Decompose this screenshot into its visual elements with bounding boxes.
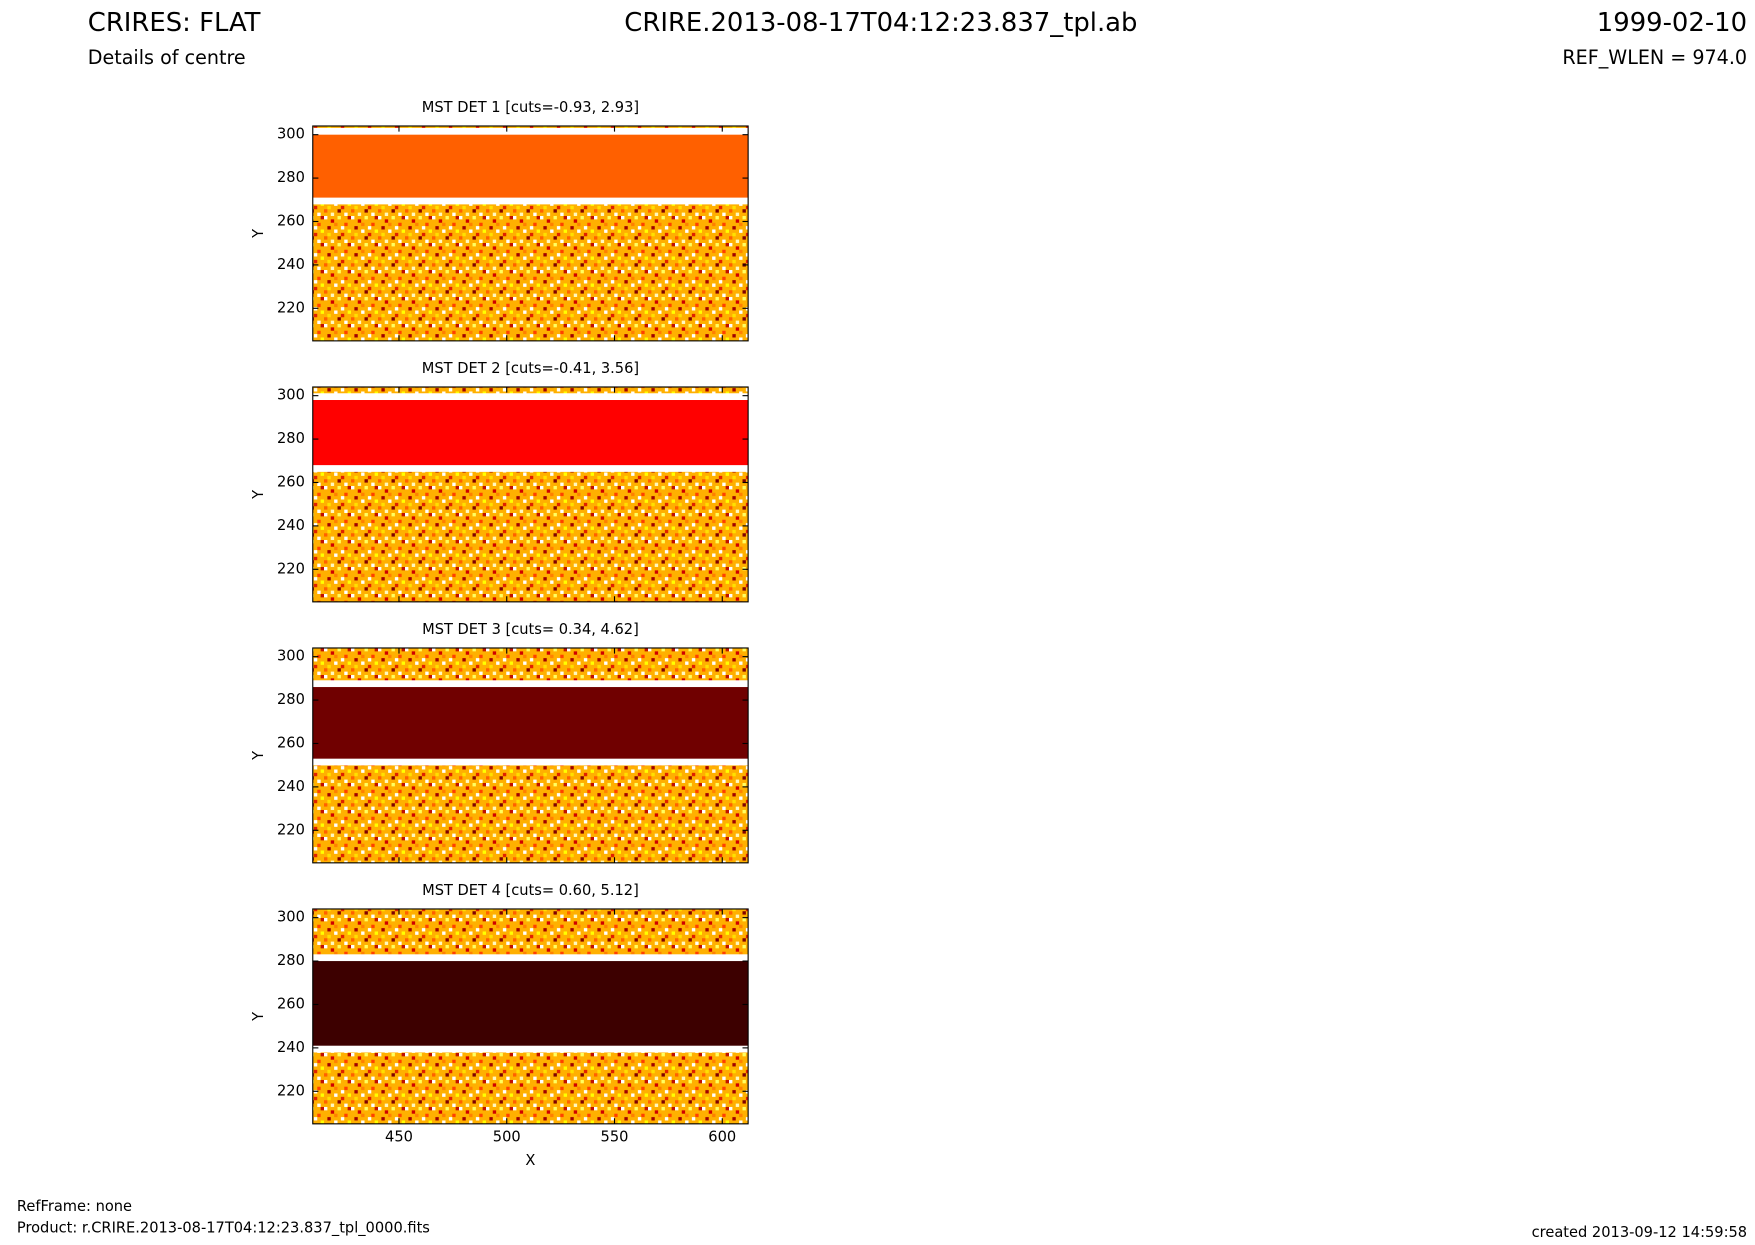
y-tick-label: 300 <box>277 126 305 143</box>
y-tick-label: 240 <box>277 256 305 273</box>
product: Product: r.CRIRE.2013-08-17T04:12:23.837… <box>17 1219 430 1236</box>
x-tick-label: 500 <box>493 1128 521 1145</box>
y-tick-label: 280 <box>277 169 305 186</box>
x-tick-label: 600 <box>708 1128 736 1145</box>
y-label: Y <box>250 751 267 761</box>
y-tick-label: 300 <box>277 909 305 926</box>
y-tick-label: 240 <box>277 778 305 795</box>
band <box>312 400 749 466</box>
band <box>312 687 749 759</box>
subtitle: Details of centre <box>88 46 246 69</box>
frame <box>312 386 749 603</box>
frame <box>312 125 749 342</box>
refframe: RefFrame: none <box>17 1198 132 1215</box>
band <box>312 961 749 1046</box>
file-name: CRIRE.2013-08-17T04:12:23.837_tpl.ab <box>624 8 1137 38</box>
panel-title: MST DET 4 [cuts= 0.60, 5.12] <box>422 882 639 899</box>
x-label: X <box>525 1152 535 1169</box>
panel-title: MST DET 2 [cuts=-0.41, 3.56] <box>422 360 639 377</box>
y-label: Y <box>250 490 267 500</box>
y-tick-label: 220 <box>277 560 305 577</box>
y-tick-label: 260 <box>277 995 305 1012</box>
frame <box>312 647 749 864</box>
y-label: Y <box>250 229 267 239</box>
y-tick-label: 280 <box>277 691 305 708</box>
y-tick-label: 300 <box>277 387 305 404</box>
y-tick-label: 220 <box>277 821 305 838</box>
y-tick-label: 280 <box>277 952 305 969</box>
panel-title: MST DET 1 [cuts=-0.93, 2.93] <box>422 99 639 116</box>
x-tick-label: 550 <box>601 1128 629 1145</box>
y-tick-label: 260 <box>277 473 305 490</box>
date: 1999-02-10 <box>1597 8 1747 38</box>
ref-wlen: REF_WLEN = 974.0 <box>1562 46 1747 69</box>
panel-title: MST DET 3 [cuts= 0.34, 4.62] <box>422 621 639 638</box>
y-tick-label: 260 <box>277 212 305 229</box>
y-tick-label: 220 <box>277 299 305 316</box>
y-tick-label: 240 <box>277 517 305 534</box>
frame <box>312 908 749 1125</box>
y-label: Y <box>250 1012 267 1022</box>
y-tick-label: 280 <box>277 430 305 447</box>
x-tick-label: 450 <box>385 1128 413 1145</box>
y-tick-label: 240 <box>277 1039 305 1056</box>
y-tick-label: 220 <box>277 1082 305 1099</box>
y-tick-label: 260 <box>277 734 305 751</box>
band <box>312 134 749 198</box>
y-tick-label: 300 <box>277 648 305 665</box>
created: created 2013-09-12 14:59:58 <box>1532 1224 1747 1241</box>
title: CRIRES: FLAT <box>88 8 261 38</box>
